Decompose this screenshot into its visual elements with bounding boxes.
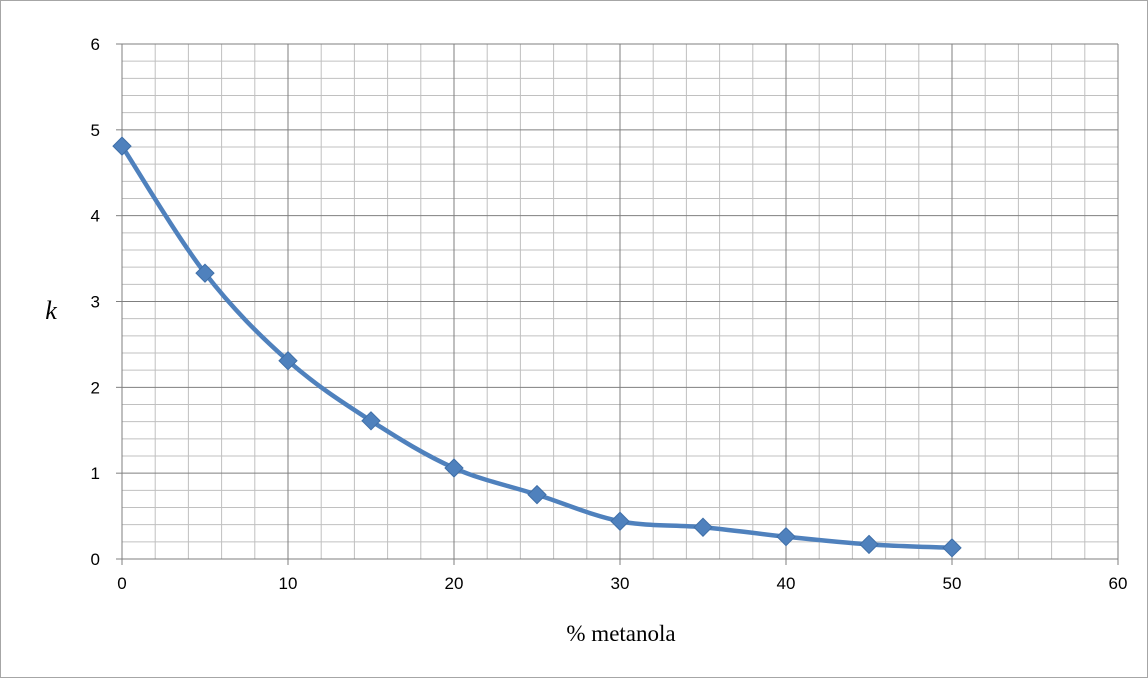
data-point (195, 263, 215, 283)
major-gridlines (121, 43, 1119, 560)
series-layer (112, 136, 962, 558)
data-point (361, 411, 381, 431)
x-tick-label: 50 (943, 574, 962, 593)
data-point (776, 526, 796, 547)
x-tick-label: 60 (1109, 574, 1128, 593)
y-tick-label: 3 (91, 293, 100, 312)
y-tick-label: 6 (91, 35, 100, 54)
axes (116, 43, 1119, 565)
y-tick-label: 5 (91, 121, 100, 140)
x-tick-label: 0 (117, 574, 126, 593)
y-tick-label: 4 (91, 207, 100, 226)
data-point (278, 351, 298, 371)
y-tick-label: 1 (91, 464, 100, 483)
data-point (942, 538, 962, 558)
data-point (693, 517, 713, 537)
x-axis-title: % metanola (566, 621, 675, 646)
x-tick-label: 10 (279, 574, 298, 593)
data-point (610, 511, 630, 531)
x-tick-label: 40 (777, 574, 796, 593)
x-tick-label: 20 (445, 574, 464, 593)
data-point (859, 534, 879, 555)
x-tick-label: 30 (611, 574, 630, 593)
y-tick-label: 0 (91, 550, 100, 569)
y-axis-title: k (45, 296, 57, 325)
data-point (112, 136, 132, 156)
tick-labels: 0 10 20 30 40 50 60 0 1 2 3 4 5 6 (91, 35, 1128, 593)
series-line (119, 143, 955, 551)
data-point (444, 458, 464, 478)
data-point (527, 484, 547, 505)
y-tick-label: 2 (91, 378, 100, 397)
